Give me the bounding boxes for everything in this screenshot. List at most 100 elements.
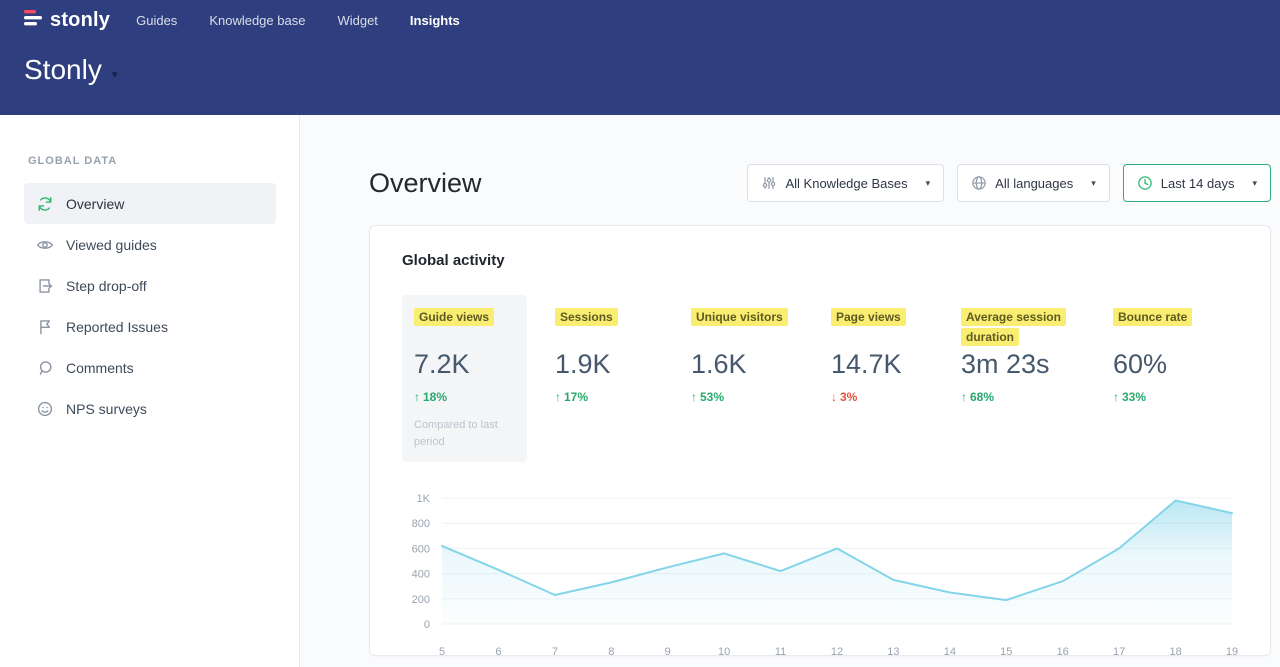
filter-knowledge-bases[interactable]: All Knowledge Bases ▾ [747, 164, 944, 202]
metrics-row: Guide views 7.2K ↑18% Compared to last p… [402, 295, 1238, 462]
metric-value: 14.7K [831, 349, 921, 380]
svg-text:800: 800 [412, 518, 430, 530]
svg-text:13: 13 [887, 646, 899, 658]
metric-delta: ↓3% [831, 390, 921, 404]
overview-sync-icon [36, 195, 54, 213]
delta-arrow-icon: ↑ [555, 390, 561, 404]
metric-delta: ↑68% [961, 390, 1073, 404]
delta-value: 53% [700, 390, 724, 404]
chevron-down-icon: ▾ [1091, 178, 1096, 189]
card-title: Global activity [402, 252, 1238, 269]
metric-delta: ↑33% [1113, 390, 1201, 404]
metric-avg-session-duration[interactable]: Average session duration 3m 23s ↑68% [949, 295, 1085, 416]
global-activity-card: Global activity Guide views 7.2K ↑18% Co… [369, 225, 1271, 656]
svg-text:0: 0 [424, 619, 430, 631]
top-nav: stonly Guides Knowledge base Widget Insi… [0, 0, 1280, 40]
sidebar-item-step-drop-off[interactable]: Step drop-off [24, 265, 276, 306]
smiley-icon [36, 400, 54, 418]
metric-guide-views[interactable]: Guide views 7.2K ↑18% Compared to last p… [402, 295, 527, 462]
step-dropoff-icon [36, 277, 54, 295]
metric-label: Guide views [414, 308, 494, 326]
filter-label: All Knowledge Bases [785, 176, 907, 191]
metric-bounce-rate[interactable]: Bounce rate 60% ↑33% [1101, 295, 1213, 416]
metric-page-views[interactable]: Page views 14.7K ↓3% [819, 295, 933, 416]
svg-text:9: 9 [665, 646, 671, 658]
svg-text:12: 12 [831, 646, 843, 658]
svg-text:200: 200 [412, 594, 430, 606]
metric-value: 1.9K [555, 349, 651, 380]
metric-label-box: Bounce rate [1113, 307, 1201, 349]
delta-value: 18% [423, 390, 447, 404]
top-nav-links: Guides Knowledge base Widget Insights [136, 13, 460, 28]
workspace-caret-down-icon: ▾ [112, 68, 118, 81]
sliders-icon [761, 175, 777, 191]
workspace-title: Stonly [24, 54, 102, 86]
activity-area-chart: 02004006008001K5678910111213141516171819 [402, 486, 1238, 666]
metric-label-box: Guide views [414, 307, 515, 349]
metric-value: 1.6K [691, 349, 791, 380]
svg-text:10: 10 [718, 646, 730, 658]
sidebar-item-label: Reported Issues [66, 319, 168, 335]
flag-icon [36, 318, 54, 336]
delta-value: 3% [840, 390, 857, 404]
svg-text:16: 16 [1057, 646, 1069, 658]
header: stonly Guides Knowledge base Widget Insi… [0, 0, 1280, 115]
svg-text:5: 5 [439, 646, 445, 658]
svg-text:14: 14 [944, 646, 956, 658]
delta-value: 33% [1122, 390, 1146, 404]
sidebar-item-reported-issues[interactable]: Reported Issues [24, 306, 276, 347]
workspace-selector[interactable]: Stonly ▾ [0, 54, 1280, 86]
sidebar-item-label: Comments [66, 360, 134, 376]
metric-label: Bounce rate [1113, 308, 1192, 326]
filter-label: Last 14 days [1161, 176, 1235, 191]
delta-arrow-icon: ↑ [691, 390, 697, 404]
sidebar-item-label: Overview [66, 196, 124, 212]
nav-knowledge-base[interactable]: Knowledge base [209, 13, 305, 28]
svg-text:11: 11 [775, 646, 786, 658]
sidebar-section-label: GLOBAL DATA [28, 155, 299, 167]
metric-sessions[interactable]: Sessions 1.9K ↑17% [543, 295, 663, 416]
metric-unique-visitors[interactable]: Unique visitors 1.6K ↑53% [679, 295, 803, 416]
metric-label-box: Page views [831, 307, 921, 349]
filter-languages[interactable]: All languages ▾ [957, 164, 1110, 202]
svg-text:1K: 1K [417, 493, 431, 505]
sidebar-item-viewed-guides[interactable]: Viewed guides [24, 224, 276, 265]
stonly-logo[interactable]: stonly [24, 9, 110, 32]
filter-date-range[interactable]: Last 14 days ▾ [1123, 164, 1271, 202]
nav-insights[interactable]: Insights [410, 13, 460, 28]
svg-text:400: 400 [412, 569, 430, 581]
metric-value: 60% [1113, 349, 1201, 380]
nav-guides[interactable]: Guides [136, 13, 177, 28]
stonly-logo-text: stonly [50, 9, 110, 32]
delta-value: 68% [970, 390, 994, 404]
metric-label-box: Sessions [555, 307, 651, 349]
metric-label-box: Unique visitors [691, 307, 791, 349]
svg-text:19: 19 [1226, 646, 1238, 658]
filter-label: All languages [995, 176, 1073, 191]
nav-widget[interactable]: Widget [337, 13, 377, 28]
sidebar-item-label: NPS surveys [66, 401, 147, 417]
svg-text:15: 15 [1000, 646, 1012, 658]
metric-delta: ↑18% [414, 390, 515, 404]
app-root: stonly Guides Knowledge base Widget Insi… [0, 0, 1280, 667]
metric-delta: ↑53% [691, 390, 791, 404]
comment-icon [36, 359, 54, 377]
sidebar-item-label: Step drop-off [66, 278, 147, 294]
metric-note: Compared to last period [414, 417, 515, 450]
chevron-down-icon: ▾ [926, 178, 931, 189]
sidebar-item-overview[interactable]: Overview [24, 183, 276, 224]
sidebar-item-nps-surveys[interactable]: NPS surveys [24, 388, 276, 429]
stonly-logo-icon [24, 10, 42, 31]
sidebar-item-comments[interactable]: Comments [24, 347, 276, 388]
metric-delta: ↑17% [555, 390, 651, 404]
svg-text:6: 6 [495, 646, 501, 658]
svg-text:7: 7 [552, 646, 558, 658]
svg-text:8: 8 [608, 646, 614, 658]
delta-arrow-icon: ↑ [414, 390, 420, 404]
main-content: Overview All Knowledge Bases ▾ [300, 115, 1280, 667]
sidebar: GLOBAL DATA Overview [0, 115, 300, 667]
svg-text:17: 17 [1113, 646, 1125, 658]
page-title: Overview [369, 168, 482, 199]
chevron-down-icon: ▾ [1252, 178, 1257, 189]
metric-label: Unique visitors [691, 308, 788, 326]
